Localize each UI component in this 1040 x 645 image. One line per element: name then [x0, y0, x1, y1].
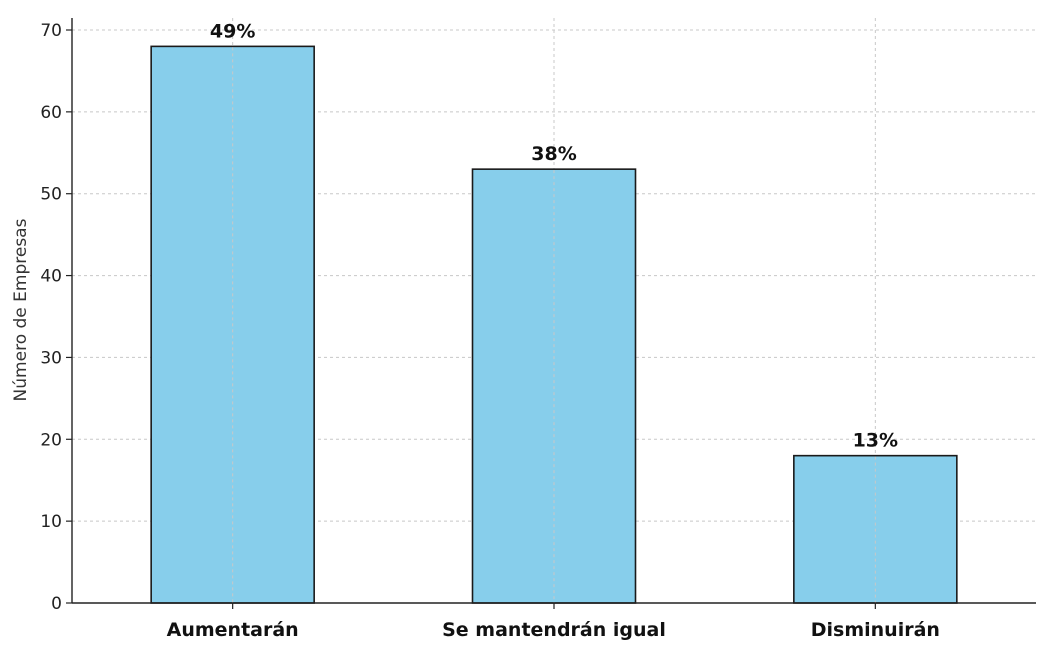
- y-tick-label: 0: [51, 594, 62, 614]
- axis-layer: [66, 18, 1036, 609]
- y-tick-label: 10: [40, 512, 62, 532]
- y-tick-label: 60: [40, 103, 62, 123]
- x-category-label: Disminuirán: [811, 619, 940, 641]
- x-category-label: Se mantendrán igual: [442, 619, 666, 641]
- y-tick-label: 50: [40, 185, 62, 205]
- y-tick-label: 70: [40, 21, 62, 41]
- y-tick-label: 30: [40, 348, 62, 368]
- bar-data-label: 13%: [853, 430, 898, 452]
- y-tick-label: 20: [40, 430, 62, 450]
- y-axis-title: Número de Empresas: [11, 218, 31, 401]
- bar-data-label: 38%: [531, 143, 576, 165]
- bar-layer: [150, 45, 958, 604]
- bar-data-label: 49%: [210, 20, 255, 42]
- label-layer: 0 10 20 30 40 50 60 70 49% Aumentarán 38% Se manten…: [40, 20, 940, 641]
- y-tick-label: 40: [40, 267, 62, 287]
- x-category-label: Aumentarán: [167, 619, 299, 641]
